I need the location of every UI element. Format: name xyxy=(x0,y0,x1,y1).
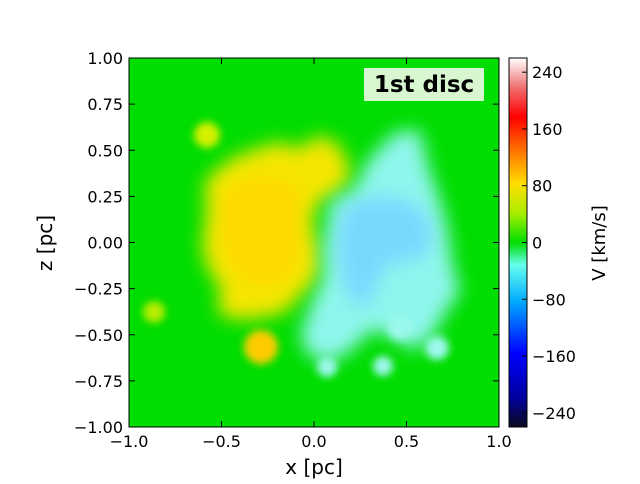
y-tick-label: −0.25 xyxy=(74,280,123,299)
clump-negative xyxy=(388,316,412,340)
clump-positive xyxy=(194,122,220,148)
clump-positive xyxy=(244,330,278,364)
colorbar-tick-label: 160 xyxy=(532,120,563,139)
positive-velocity-core xyxy=(222,178,300,286)
colorbar-tick-label: 240 xyxy=(532,63,563,82)
annotation-box: 1st disc xyxy=(364,68,484,101)
y-tick-label: −0.50 xyxy=(74,326,123,345)
y-axis: 1.00 0.75 0.50 0.25 0.00 −0.25 −0.50 −0.75 −1.00 xyxy=(74,49,499,437)
colorbar-tick-label: 80 xyxy=(532,177,552,196)
clump-positive xyxy=(143,301,165,323)
y-tick-label: 0.75 xyxy=(87,95,123,114)
colorbar-axis: 240 160 80 0 −80 −160 −240 xyxy=(522,63,576,423)
annotation-label: 1st disc xyxy=(374,72,474,98)
clump-negative xyxy=(425,336,449,360)
colorbar-tick-label: −160 xyxy=(532,347,576,366)
x-axis: −1.0 −0.5 0.0 0.5 1.0 xyxy=(110,58,512,451)
x-tick-label: −0.5 xyxy=(202,432,241,451)
clump-negative xyxy=(317,357,337,377)
x-tick-label: 0.5 xyxy=(394,432,419,451)
velocity-field xyxy=(143,122,460,377)
y-axis-label: z [pc] xyxy=(33,215,57,271)
y-tick-label: 1.00 xyxy=(87,49,123,68)
y-tick-label: −1.00 xyxy=(74,418,123,437)
y-tick-label: −0.75 xyxy=(74,372,123,391)
negative-velocity-core xyxy=(336,196,432,306)
clump-negative xyxy=(373,356,393,376)
x-axis-label: x [pc] xyxy=(285,455,343,479)
colorbar-label: V [km/s] xyxy=(589,205,610,280)
x-tick-label: −1.0 xyxy=(110,432,149,451)
x-tick-label: 0.0 xyxy=(301,432,326,451)
y-tick-label: 0.50 xyxy=(87,141,123,160)
y-tick-label: 0.25 xyxy=(87,187,123,206)
y-tick-label: 0.00 xyxy=(87,234,123,253)
colorbar-tick-label: −80 xyxy=(532,290,566,309)
colorbar-tick-label: 0 xyxy=(532,234,542,253)
x-tick-label: 1.0 xyxy=(486,432,511,451)
colorbar-tick-label: −240 xyxy=(532,404,576,423)
